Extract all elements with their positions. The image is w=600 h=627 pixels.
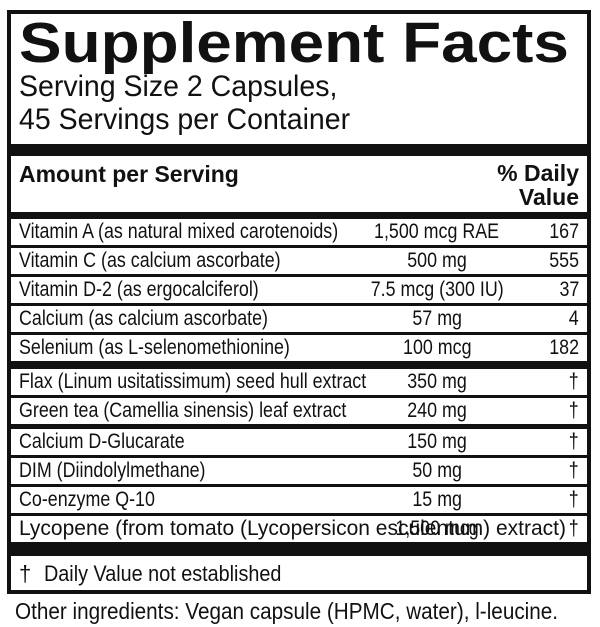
row-divider [11, 332, 587, 335]
nutrient-amount: 150 mg [407, 430, 467, 453]
table-row-vitamin-c: Vitamin C (as calcium ascorbate) 500 mg … [11, 248, 587, 274]
nutrient-amount: 240 mg [407, 399, 467, 422]
nutrient-name: Calcium D-Glucarate [19, 430, 185, 453]
page-title: Supplement Facts [19, 11, 569, 75]
nutrient-amount: 57 mg [412, 307, 462, 330]
other-ingredients: Other ingredients: Vegan capsule (HPMC, … [15, 599, 592, 624]
daily-value-footnote: † Daily Value not established [11, 556, 587, 590]
nutrient-dv: † [569, 370, 579, 393]
nutrient-name: Green tea (Camellia sinensis) leaf extra… [19, 399, 347, 422]
dagger-icon: † [19, 561, 32, 586]
servings-per-container: 45 Servings per Container [19, 103, 351, 136]
amount-per-serving-header: Amount per Serving [19, 161, 239, 187]
nutrient-dv: † [569, 399, 579, 422]
nutrient-dv: † [569, 517, 579, 540]
nutrient-dv: 4 [569, 307, 579, 330]
nutrient-name: Calcium (as calcium ascorbate) [19, 307, 268, 330]
nutrient-dv: 555 [549, 249, 579, 272]
nutrient-amount: 350 mg [407, 370, 467, 393]
nutrient-name: Selenium (as L-selenomethionine) [19, 336, 290, 359]
row-divider [11, 303, 587, 306]
row-divider [11, 484, 587, 487]
nutrient-amount: 7.5 mcg (300 IU) [370, 278, 504, 301]
table-row-green-tea: Green tea (Camellia sinensis) leaf extra… [11, 398, 587, 424]
table-row-vitamin-a: Vitamin A (as natural mixed carotenoids)… [11, 219, 587, 245]
nutrient-dv: † [569, 459, 579, 482]
footnote-text: Daily Value not established [44, 561, 282, 586]
nutrient-name: Flax (Linum usitatissimum) seed hull ext… [19, 370, 367, 393]
nutrient-name: Vitamin A (as natural mixed carotenoids) [19, 220, 339, 243]
nutrient-dv: 182 [549, 336, 579, 359]
nutrient-name: Vitamin D-2 (as ergocalciferol) [19, 278, 259, 301]
column-header-row: Amount per Serving % Daily Value [11, 156, 587, 212]
table-row-vitamin-d2: Vitamin D-2 (as ergocalciferol) 7.5 mcg … [11, 277, 587, 303]
table-row-selenium: Selenium (as L-selenomethionine) 100 mcg… [11, 335, 587, 361]
daily-value-header-line2: Value [518, 184, 579, 210]
row-divider [11, 274, 587, 277]
daily-value-header-line1: % Daily [497, 160, 579, 186]
divider-thick-top [11, 144, 587, 156]
nutrient-name: Co-enzyme Q-10 [19, 488, 155, 511]
nutrient-name: DIM (Diindolylmethane) [19, 459, 206, 482]
row-divider [11, 245, 587, 248]
table-row-coq10: Co-enzyme Q-10 15 mg † [11, 487, 587, 513]
nutrient-amount: 1,500 mcg [395, 517, 479, 540]
table-row-calcium: Calcium (as calcium ascorbate) 57 mg 4 [11, 306, 587, 332]
table-row-lycopene: Lycopene (from tomato (Lycopersicon escu… [11, 516, 587, 542]
nutrient-dv: 167 [549, 220, 579, 243]
daily-value-header: % Daily Value [497, 161, 579, 209]
nutrient-amount: 1,500 mcg RAE [374, 220, 500, 243]
nutrient-amount: 15 mg [412, 488, 462, 511]
other-ingredients-text: Other ingredients: Vegan capsule (HPMC, … [15, 598, 559, 624]
divider-thick-bottom [11, 542, 587, 556]
label-box: Supplement Facts Serving Size 2 Capsules… [7, 10, 591, 594]
row-divider [11, 395, 587, 398]
row-divider [11, 513, 587, 516]
serving-size: Serving Size 2 Capsules, [19, 70, 338, 103]
row-divider-heavy [11, 424, 587, 429]
nutrient-name: Vitamin C (as calcium ascorbate) [19, 249, 281, 272]
divider-thick-middle [11, 361, 587, 369]
nutrient-amount: 50 mg [412, 459, 462, 482]
nutrient-dv: 37 [559, 278, 579, 301]
nutrient-amount: 500 mg [407, 249, 467, 272]
row-divider [11, 455, 587, 458]
nutrient-dv: † [569, 430, 579, 453]
title-wrap: Supplement Facts [11, 11, 587, 75]
table-row-dim: DIM (Diindolylmethane) 50 mg † [11, 458, 587, 484]
table-row-calcium-d-glucarate: Calcium D-Glucarate 150 mg † [11, 429, 587, 455]
nutrient-amount: 100 mcg [402, 336, 472, 359]
divider-header [11, 212, 587, 219]
table-row-flax: Flax (Linum usitatissimum) seed hull ext… [11, 369, 587, 395]
nutrient-name: Lycopene (from tomato (Lycopersicon escu… [19, 517, 567, 540]
nutrient-dv: † [569, 488, 579, 511]
serving-info: Serving Size 2 Capsules, 45 Servings per… [11, 67, 587, 144]
